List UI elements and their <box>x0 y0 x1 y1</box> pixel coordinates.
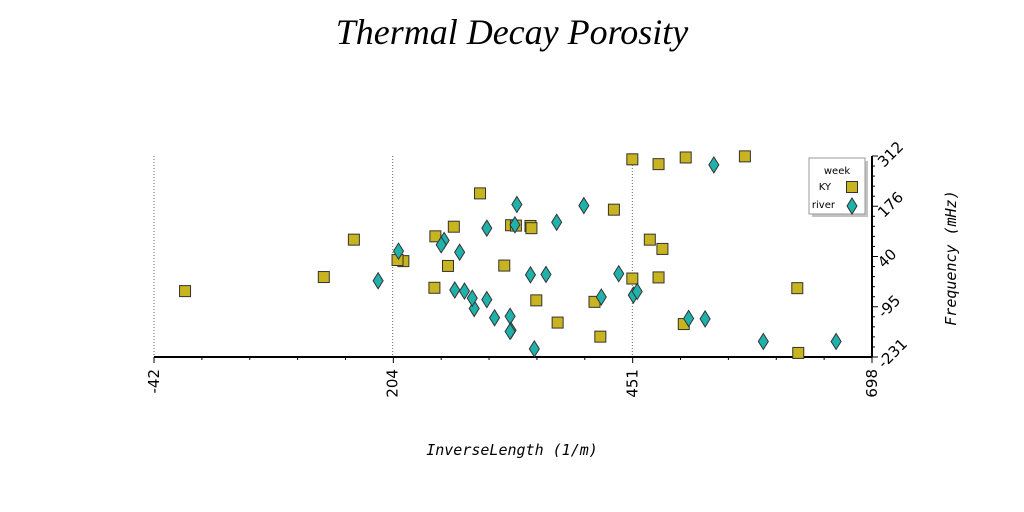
y-tick-label: -231 <box>874 335 911 372</box>
river-point <box>757 332 769 351</box>
river-point <box>708 155 720 174</box>
data-points <box>179 150 842 359</box>
ky-point <box>474 187 487 200</box>
river-point <box>468 299 480 318</box>
ky-point <box>679 151 692 164</box>
legend-title: week <box>824 166 850 177</box>
river-point <box>551 213 563 232</box>
ky-point <box>551 316 564 329</box>
ky-point <box>594 330 607 343</box>
river-point <box>454 243 466 262</box>
river-point <box>504 307 516 326</box>
ky-point <box>441 259 454 272</box>
river-point <box>509 215 521 234</box>
ky-point <box>791 282 804 295</box>
river-point <box>504 322 516 341</box>
legend-marker-river <box>846 197 858 215</box>
river-point <box>458 282 471 301</box>
x-tick-label: 451 <box>623 369 641 398</box>
river-point <box>392 242 405 261</box>
legend-label-river: river <box>812 200 836 211</box>
river-point <box>528 339 540 358</box>
ky-point <box>792 346 805 359</box>
river-point <box>524 265 537 284</box>
legend: week KY river <box>808 157 868 217</box>
y-tick-label: 312 <box>874 138 907 171</box>
ky-point <box>179 285 192 298</box>
ky-point <box>607 203 620 216</box>
axes <box>153 155 878 363</box>
ky-point <box>652 271 665 284</box>
x-tick-label: 204 <box>384 369 402 398</box>
ky-point <box>347 233 360 246</box>
river-point <box>578 196 590 215</box>
river-point <box>435 235 447 254</box>
river-point <box>481 290 493 309</box>
ky-point <box>525 222 538 235</box>
legend-marker-ky <box>846 181 858 193</box>
river-point <box>481 219 493 238</box>
y-tick-label: 40 <box>874 245 900 271</box>
legend-label-ky: KY <box>819 182 832 193</box>
x-tick-label: 698 <box>863 369 881 398</box>
river-point <box>488 308 501 327</box>
y-tick-labels: -231 -95 40 176 312 <box>874 138 911 372</box>
river-point <box>540 265 552 284</box>
river-point <box>683 309 695 328</box>
river-point <box>830 332 842 351</box>
ky-point <box>656 242 669 255</box>
river-point <box>699 309 711 328</box>
chart-title: Thermal Decay Porosity <box>336 12 689 52</box>
river-point <box>595 288 607 306</box>
ky-point <box>530 294 543 307</box>
river-point <box>613 264 625 283</box>
ky-point <box>643 233 656 246</box>
ky-point <box>652 158 665 171</box>
y-tick-label: -95 <box>874 291 904 321</box>
y-tick-label: 176 <box>874 188 907 221</box>
ky-point <box>317 271 330 284</box>
ky-point <box>428 281 441 294</box>
river-point <box>449 281 461 299</box>
river-point <box>466 289 478 308</box>
ky-point <box>738 150 751 163</box>
x-tick-labels: -42 204 451 698 <box>145 369 881 398</box>
river-point <box>511 195 523 214</box>
y-axis-label: Frequency (mHz) <box>942 190 960 325</box>
river-point <box>631 282 643 301</box>
ky-point <box>447 220 460 233</box>
river-point <box>372 271 384 290</box>
x-tick-label: -42 <box>145 369 163 394</box>
ky-point <box>498 259 511 272</box>
ky-point <box>429 230 442 243</box>
ky-point <box>626 272 639 285</box>
x-axis-label: InverseLength (1/m) <box>426 441 598 459</box>
ky-point <box>626 153 639 166</box>
